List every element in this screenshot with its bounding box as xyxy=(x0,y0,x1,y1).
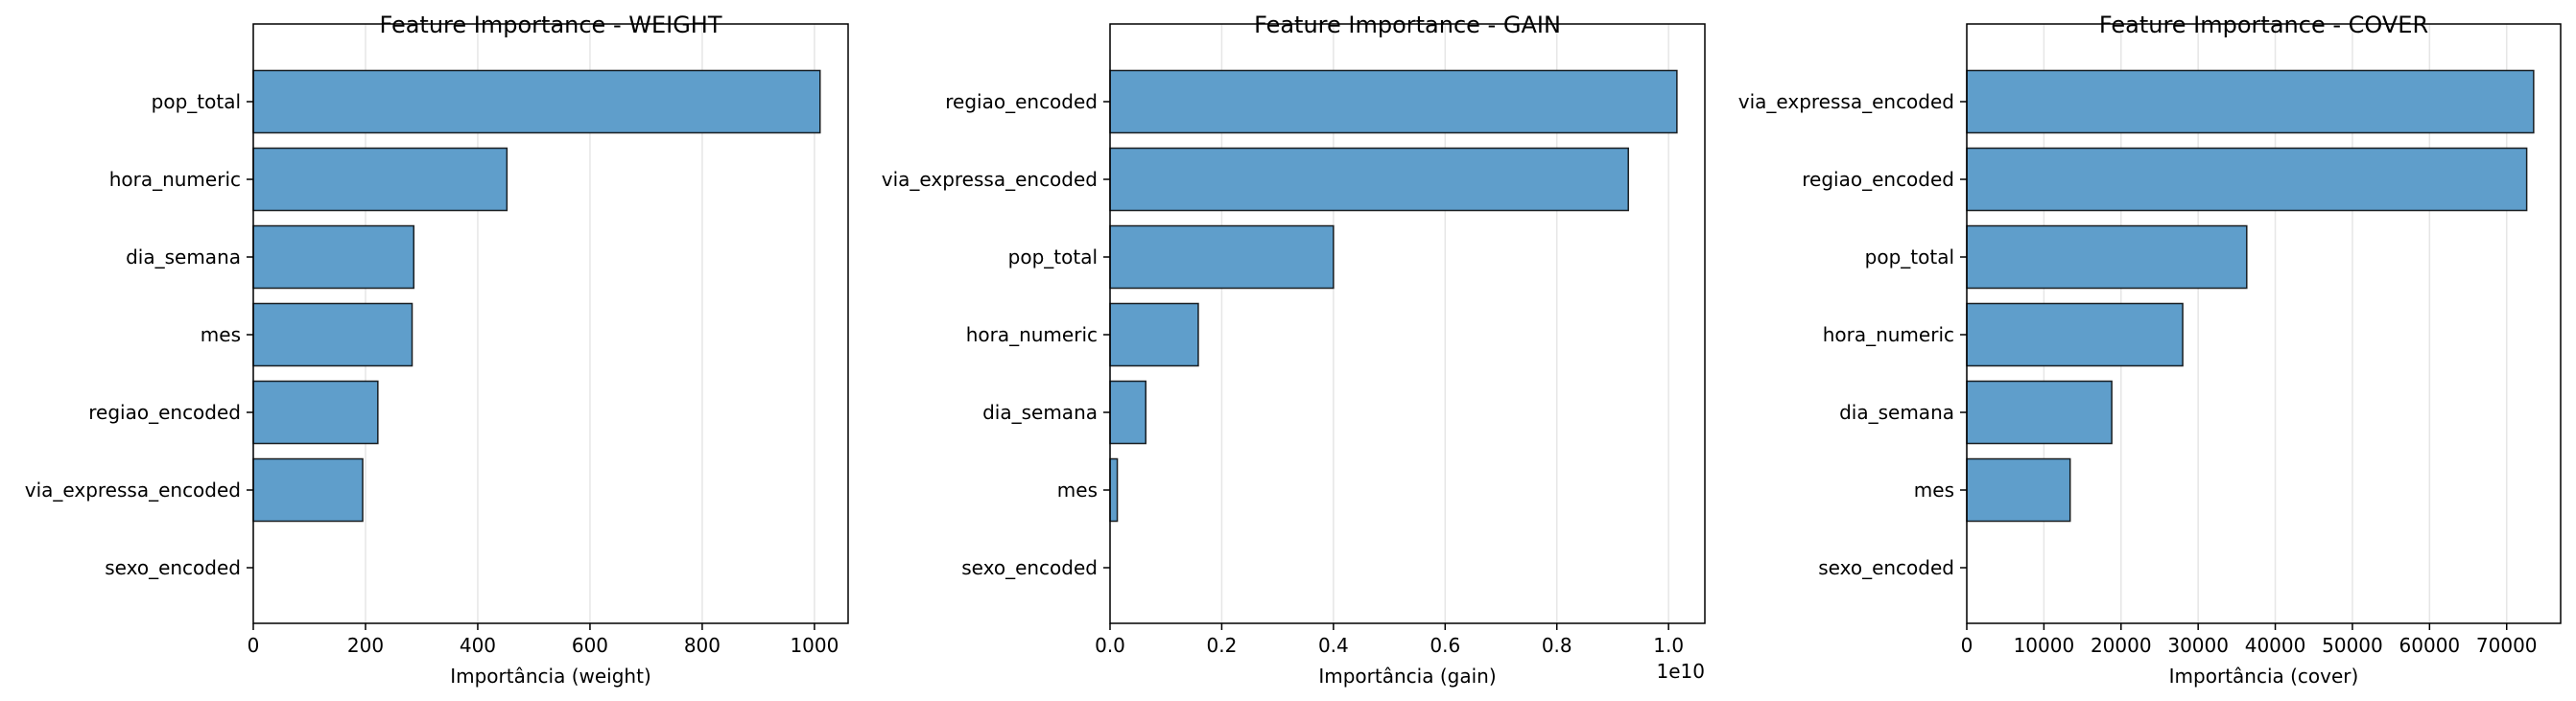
y-tick-label: mes xyxy=(1057,479,1098,502)
chart-title: Feature Importance - WEIGHT xyxy=(379,12,721,38)
bar xyxy=(1966,147,2528,212)
chart-weight: Feature Importance - WEIGHT Importância … xyxy=(25,12,849,688)
y-tick-label: via_expressa_encoded xyxy=(882,168,1098,191)
bar xyxy=(1109,69,1678,134)
bar xyxy=(1966,380,2113,445)
x-tick-label: 70000 xyxy=(2476,634,2538,657)
x-axis-offset: 1e10 xyxy=(1657,660,1705,683)
bar xyxy=(252,147,508,212)
x-tick-label: 50000 xyxy=(2322,634,2383,657)
x-tick-label: 0.8 xyxy=(1542,634,1572,657)
x-tick-label: 0.6 xyxy=(1430,634,1460,657)
y-tick-label: sexo_encoded xyxy=(1818,556,1954,579)
y-tick-label: regiao_encoded xyxy=(1802,168,1954,191)
x-tick-label: 400 xyxy=(460,634,496,657)
x-axis-label: Importância (weight) xyxy=(450,665,651,688)
y-tick-label: hora_numeric xyxy=(966,323,1098,346)
bar xyxy=(1966,224,2248,290)
x-tick-label: 0 xyxy=(248,634,260,657)
x-tick-label: 800 xyxy=(684,634,721,657)
chart-cover: Feature Importance - COVER Importância (… xyxy=(1738,12,2562,688)
axes-frame xyxy=(252,23,849,624)
x-axis-label: Importância (gain) xyxy=(1318,665,1496,688)
x-tick-label: 1.0 xyxy=(1653,634,1684,657)
bar xyxy=(252,302,414,367)
bar xyxy=(1966,457,2071,523)
x-tick-label: 30000 xyxy=(2167,634,2229,657)
chart-gain: Feature Importance - GAIN Importância (g… xyxy=(882,12,1706,688)
bar xyxy=(1966,69,2535,134)
bar xyxy=(252,224,415,290)
bar xyxy=(252,69,821,134)
x-tick-label: 600 xyxy=(572,634,608,657)
axes-frame xyxy=(1109,23,1706,624)
y-tick-label: sexo_encoded xyxy=(961,556,1098,579)
y-tick-label: regiao_encoded xyxy=(945,90,1098,113)
bar xyxy=(1109,224,1335,290)
x-tick-label: 40000 xyxy=(2245,634,2306,657)
y-tick-label: regiao_encoded xyxy=(88,401,241,424)
y-tick-label: pop_total xyxy=(1865,245,1954,269)
chart-title: Feature Importance - COVER xyxy=(2099,12,2428,38)
bar xyxy=(1109,147,1629,212)
x-tick-label: 60000 xyxy=(2399,634,2461,657)
x-tick-label: 0 xyxy=(1961,634,1973,657)
y-tick-label: dia_semana xyxy=(126,245,241,269)
y-tick-label: via_expressa_encoded xyxy=(25,479,241,502)
x-tick-label: 20000 xyxy=(2091,634,2152,657)
x-tick-label: 0.4 xyxy=(1318,634,1349,657)
y-tick-label: sexo_encoded xyxy=(105,556,241,579)
x-tick-label: 0.0 xyxy=(1095,634,1125,657)
axes-frame xyxy=(1966,23,2562,624)
y-tick-label: pop_total xyxy=(152,90,241,113)
chart-title: Feature Importance - GAIN xyxy=(1254,12,1561,38)
y-tick-label: mes xyxy=(201,323,241,346)
y-tick-label: via_expressa_encoded xyxy=(1738,90,1954,113)
bar xyxy=(252,457,364,523)
bar xyxy=(252,380,379,445)
bar xyxy=(1109,380,1147,445)
y-tick-label: hora_numeric xyxy=(1823,323,1954,346)
x-tick-label: 1000 xyxy=(790,634,839,657)
y-tick-label: dia_semana xyxy=(982,401,1098,424)
bar xyxy=(1109,302,1199,367)
bar xyxy=(1966,302,2184,367)
bar xyxy=(1109,457,1119,523)
y-tick-label: mes xyxy=(1914,479,1954,502)
x-tick-label: 200 xyxy=(347,634,384,657)
y-tick-label: dia_semana xyxy=(1839,401,1954,424)
x-tick-label: 10000 xyxy=(2014,634,2075,657)
x-tick-label: 0.2 xyxy=(1207,634,1238,657)
x-axis-label: Importância (cover) xyxy=(2169,665,2359,688)
y-tick-label: hora_numeric xyxy=(109,168,241,191)
y-tick-label: pop_total xyxy=(1008,245,1098,269)
